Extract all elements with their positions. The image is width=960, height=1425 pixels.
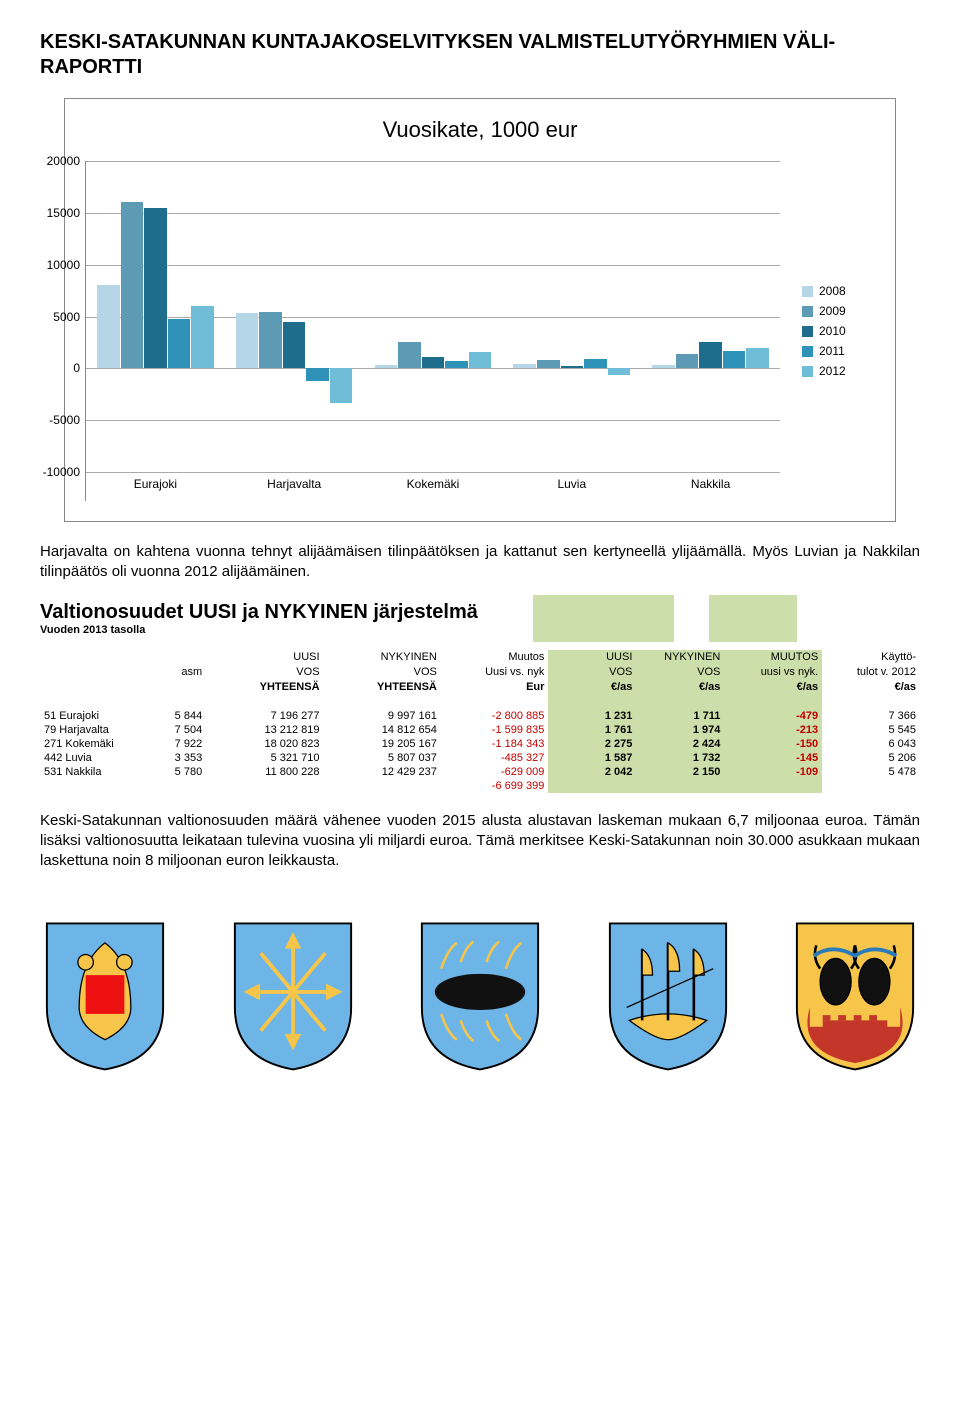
paragraph-1: Harjavalta on kahtena vuonna tehnyt alij… [40, 542, 920, 583]
vos-header: Valtionosuudet UUSI ja NYKYINEN järjeste… [40, 601, 920, 636]
crest-kokemaki [415, 917, 545, 1072]
legend-item: 2010 [802, 324, 875, 338]
paragraph-2: Keski-Satakunnan valtionosuuden määrä vä… [40, 811, 920, 872]
chart-title: Vuosikate, 1000 eur [85, 117, 875, 143]
legend-item: 2009 [802, 304, 875, 318]
legend-item: 2011 [802, 344, 875, 358]
category-label: Nakkila [641, 473, 780, 501]
category-label: Harjavalta [225, 473, 364, 501]
bar [469, 161, 492, 472]
bar [236, 161, 259, 472]
bar [121, 161, 144, 472]
y-tick-label: 0 [73, 361, 86, 375]
y-tick-label: 20000 [47, 154, 86, 168]
bar [652, 161, 675, 472]
crest-harjavalta [228, 917, 358, 1072]
y-tick-label: 10000 [47, 258, 86, 272]
crest-nakkila [790, 917, 920, 1072]
bar [608, 161, 631, 472]
bar [168, 161, 191, 472]
y-tick-label: 5000 [53, 310, 86, 324]
bar [746, 161, 769, 472]
bar [561, 161, 584, 472]
legend-item: 2012 [802, 364, 875, 378]
category-label: Kokemäki [364, 473, 503, 501]
bar [513, 161, 536, 472]
bar [283, 161, 306, 472]
y-tick-label: -10000 [43, 465, 86, 479]
category-label: Luvia [502, 473, 641, 501]
bar [259, 161, 282, 472]
crest-eurajoki [40, 917, 170, 1072]
bar [699, 161, 722, 472]
y-tick-label: 15000 [47, 206, 86, 220]
chart-container: Vuosikate, 1000 eur -10000-5000050001000… [64, 98, 896, 522]
bar [306, 161, 329, 472]
y-tick-label: -5000 [49, 413, 86, 427]
bar [144, 161, 167, 472]
bar [375, 161, 398, 472]
chart-plot: -10000-500005000100001500020000 Eurajoki… [85, 161, 780, 501]
doc-title: KESKI-SATAKUNNAN KUNTAJAKOSELVITYKSEN VA… [40, 30, 920, 80]
legend-item: 2008 [802, 284, 875, 298]
bar [398, 161, 421, 472]
crests-row [40, 917, 920, 1072]
bar [97, 161, 120, 472]
bar [445, 161, 468, 472]
bar [422, 161, 445, 472]
bar [537, 161, 560, 472]
bar [191, 161, 214, 472]
vos-table: UUSINYKYINENMuutosUUSINYKYINENMUUTOSKäyt… [40, 650, 920, 793]
bar [330, 161, 353, 472]
chart-legend: 2008 2009 2010 2011 2012 [780, 161, 875, 501]
category-label: Eurajoki [86, 473, 225, 501]
bar [676, 161, 699, 472]
crest-luvia [603, 917, 733, 1072]
bar [584, 161, 607, 472]
bar [723, 161, 746, 472]
